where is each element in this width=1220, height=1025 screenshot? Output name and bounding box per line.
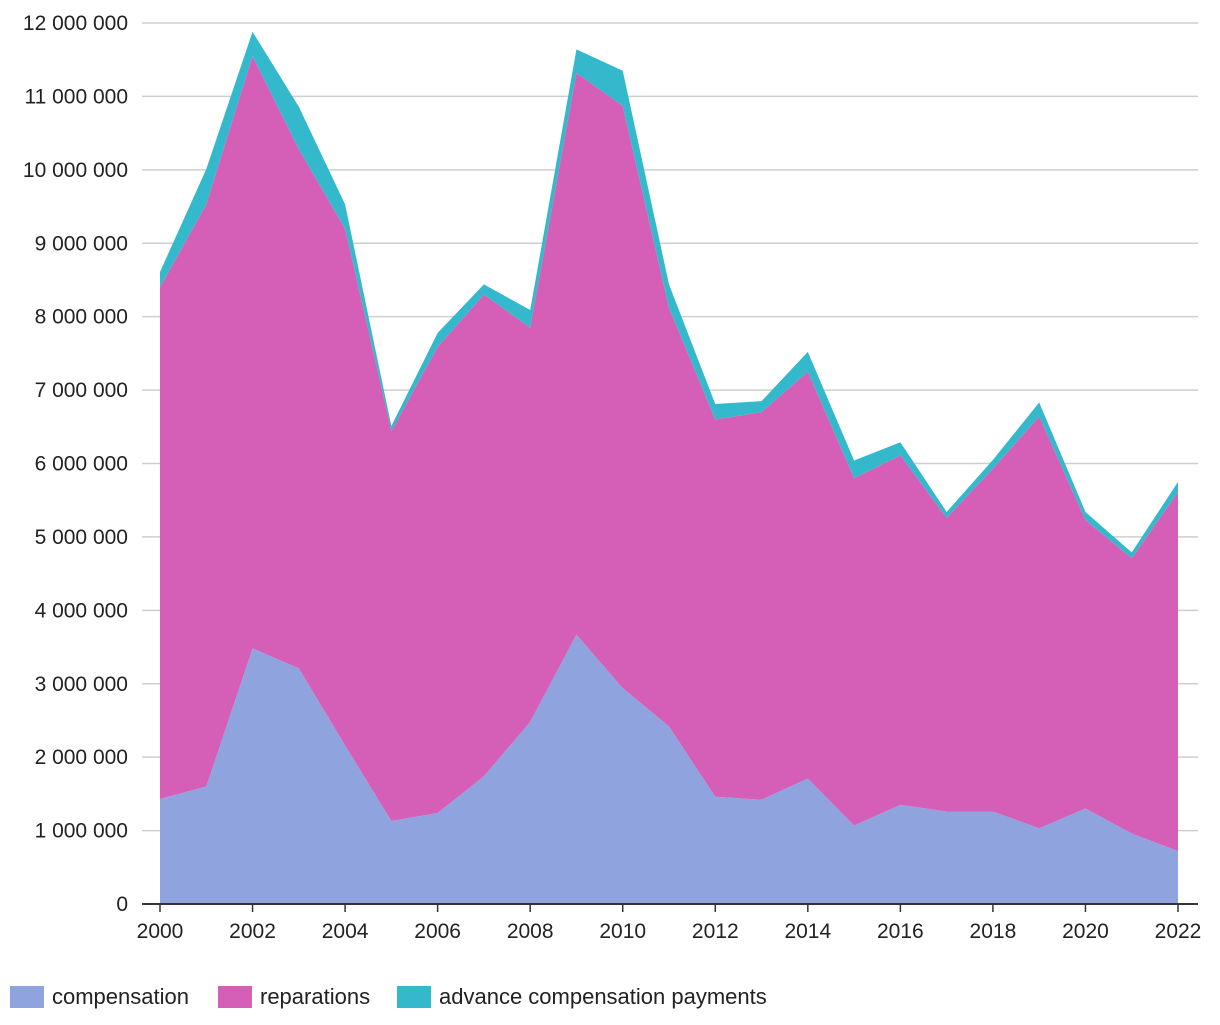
legend-label-reparations: reparations xyxy=(260,984,370,1009)
x-tick-label: 2022 xyxy=(1155,920,1202,943)
y-tick-label: 11 000 000 xyxy=(24,85,128,108)
area-reparations xyxy=(160,56,1178,852)
y-tick-label: 10 000 000 xyxy=(23,159,128,182)
legend-label-compensation: compensation xyxy=(52,984,189,1009)
x-tick-label: 2010 xyxy=(599,920,646,943)
x-tick-label: 2020 xyxy=(1062,920,1109,943)
legend-swatch-reparations xyxy=(218,986,252,1008)
y-tick-label: 9 000 000 xyxy=(35,232,128,255)
y-tick-label: 12 000 000 xyxy=(23,12,128,35)
y-tick-label: 2 000 000 xyxy=(35,746,128,769)
x-tick-label: 2018 xyxy=(970,920,1017,943)
x-tick-label: 2014 xyxy=(784,920,831,943)
x-tick-label: 2000 xyxy=(137,920,184,943)
x-tick-label: 2004 xyxy=(322,920,369,943)
legend-swatch-compensation xyxy=(10,986,44,1008)
y-tick-label: 7 000 000 xyxy=(35,379,128,402)
x-tick-label: 2006 xyxy=(414,920,461,943)
y-tick-label: 1 000 000 xyxy=(35,820,128,843)
area-compensation xyxy=(160,634,1178,904)
area-series xyxy=(160,31,1178,904)
y-tick-label: 8 000 000 xyxy=(35,306,128,329)
y-tick-label: 4 000 000 xyxy=(35,599,128,622)
x-tick-label: 2008 xyxy=(507,920,554,943)
y-tick-label: 3 000 000 xyxy=(35,673,128,696)
legend-label-advance-compensation-payments: advance compensation payments xyxy=(439,984,767,1009)
y-tick-label: 6 000 000 xyxy=(35,453,128,476)
x-tick-label: 2002 xyxy=(229,920,276,943)
area-advance-compensation-payments xyxy=(160,31,1178,559)
legend-swatch-advance-compensation-payments xyxy=(397,986,431,1008)
axes: 0 1 000 000 2 000 000 3 000 000 4 000 000 5 0… xyxy=(23,12,1201,943)
y-tick-label: 0 xyxy=(116,893,128,916)
x-tick-label: 2012 xyxy=(692,920,739,943)
y-tick-label: 5 000 000 xyxy=(35,526,128,549)
legend: compensation reparations advance compensat… xyxy=(10,984,767,1009)
x-tick-label: 2016 xyxy=(877,920,924,943)
